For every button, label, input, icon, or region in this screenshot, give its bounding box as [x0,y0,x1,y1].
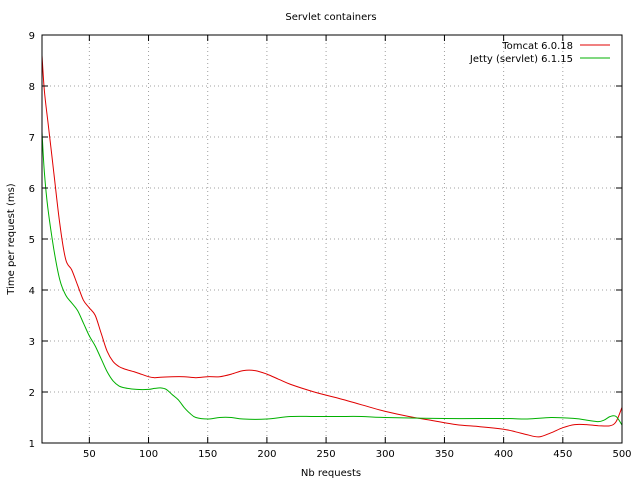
axis-ticks: 50 100 150 200 250 300 350 400 450 500 1 2 3 4 5 6 7 8 9 [29,31,632,460]
x-tick-label: 350 [435,449,454,460]
series-line-jetty [41,131,623,426]
grid [42,35,622,443]
series-line-tomcat [41,55,623,438]
y-tick-label: 6 [29,184,35,195]
y-axis-label: Time per request (ms) [6,183,17,295]
legend-label: Jetty (servlet) 6.1.15 [469,54,573,65]
chart-title: Servlet containers [285,12,376,23]
x-tick-label: 450 [553,449,572,460]
y-tick-label: 2 [29,388,35,399]
y-tick-label: 1 [29,439,35,450]
x-tick-label: 50 [83,449,96,460]
y-tick-label: 9 [29,31,35,42]
x-tick-label: 150 [198,449,217,460]
x-tick-label: 200 [257,449,276,460]
plot-series [41,55,623,438]
y-tick-label: 8 [29,82,35,93]
x-tick-label: 400 [494,449,513,460]
y-tick-label: 4 [29,286,35,297]
x-axis-label: Nb requests [301,468,361,479]
y-tick-label: 5 [29,235,35,246]
y-tick-label: 3 [29,337,35,348]
x-tick-label: 250 [317,449,336,460]
x-tick-label: 300 [376,449,395,460]
legend: Tomcat 6.0.18 Jetty (servlet) 6.1.15 [469,41,610,65]
x-tick-label: 500 [612,449,631,460]
y-tick-label: 7 [29,133,35,144]
x-tick-label: 100 [139,449,158,460]
legend-label: Tomcat 6.0.18 [501,41,573,52]
